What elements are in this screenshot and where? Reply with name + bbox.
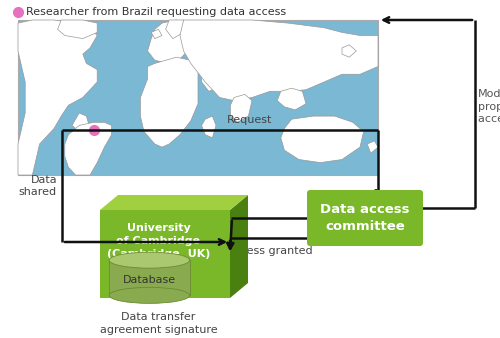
Polygon shape [230, 94, 252, 122]
Bar [18, 20, 378, 175]
Polygon shape [151, 29, 162, 39]
Text: Database: Database [123, 274, 176, 285]
Polygon shape [58, 20, 97, 39]
Text: Data access
committee: Data access committee [320, 203, 410, 233]
Polygon shape [281, 116, 363, 163]
Polygon shape [72, 113, 90, 131]
Text: Data transfer
agreement signature: Data transfer agreement signature [100, 312, 218, 335]
Polygon shape [342, 45, 356, 57]
Polygon shape [277, 88, 306, 110]
Text: Request: Request [228, 115, 272, 125]
Text: Modifications
proposed or
access denied: Modifications proposed or access denied [478, 89, 500, 124]
Bar [100, 210, 230, 298]
Text: Researcher from Brazil requesting data access: Researcher from Brazil requesting data a… [26, 7, 286, 17]
Polygon shape [65, 122, 112, 175]
Polygon shape [166, 20, 184, 39]
Polygon shape [18, 20, 97, 175]
Bar [109, 260, 190, 295]
Polygon shape [148, 20, 198, 64]
Polygon shape [202, 116, 216, 138]
Polygon shape [140, 57, 198, 147]
Text: Data
shared: Data shared [19, 175, 57, 197]
Polygon shape [100, 195, 248, 210]
Ellipse shape [109, 287, 190, 304]
FancyBboxPatch shape [307, 190, 423, 246]
Polygon shape [180, 20, 378, 101]
Polygon shape [367, 141, 378, 153]
Ellipse shape [109, 252, 190, 268]
Polygon shape [202, 60, 227, 91]
Text: University
of Cambridge
(Cambridge, UK): University of Cambridge (Cambridge, UK) [107, 223, 210, 259]
Text: Access granted: Access granted [227, 246, 313, 256]
Polygon shape [230, 195, 248, 298]
